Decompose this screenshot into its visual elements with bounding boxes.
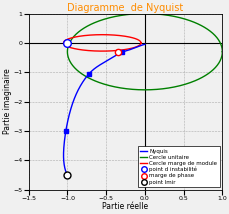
Title: Diagramme  de Nyquist: Diagramme de Nyquist — [67, 3, 183, 13]
X-axis label: Partie réelle: Partie réelle — [102, 202, 148, 211]
Legend: Nyquis, Cercle unitaire, Cercle marge de module, point d instabilité, marge de p: Nyquis, Cercle unitaire, Cercle marge de… — [138, 146, 219, 187]
Y-axis label: Partie imaginaire: Partie imaginaire — [3, 69, 12, 134]
